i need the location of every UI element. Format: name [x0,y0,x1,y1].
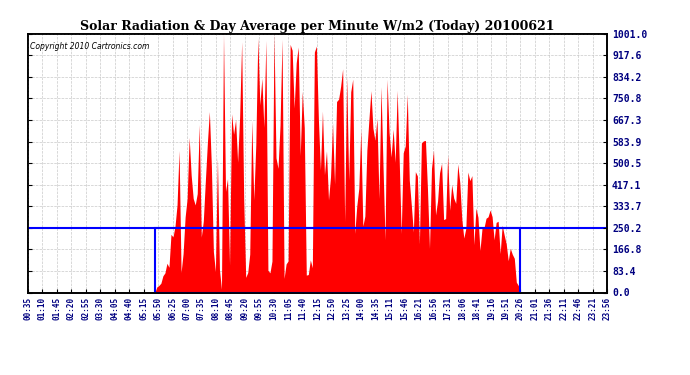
Title: Solar Radiation & Day Average per Minute W/m2 (Today) 20100621: Solar Radiation & Day Average per Minute… [80,20,555,33]
Bar [155,228,520,292]
Text: Copyright 2010 Cartronics.com: Copyright 2010 Cartronics.com [30,42,150,51]
